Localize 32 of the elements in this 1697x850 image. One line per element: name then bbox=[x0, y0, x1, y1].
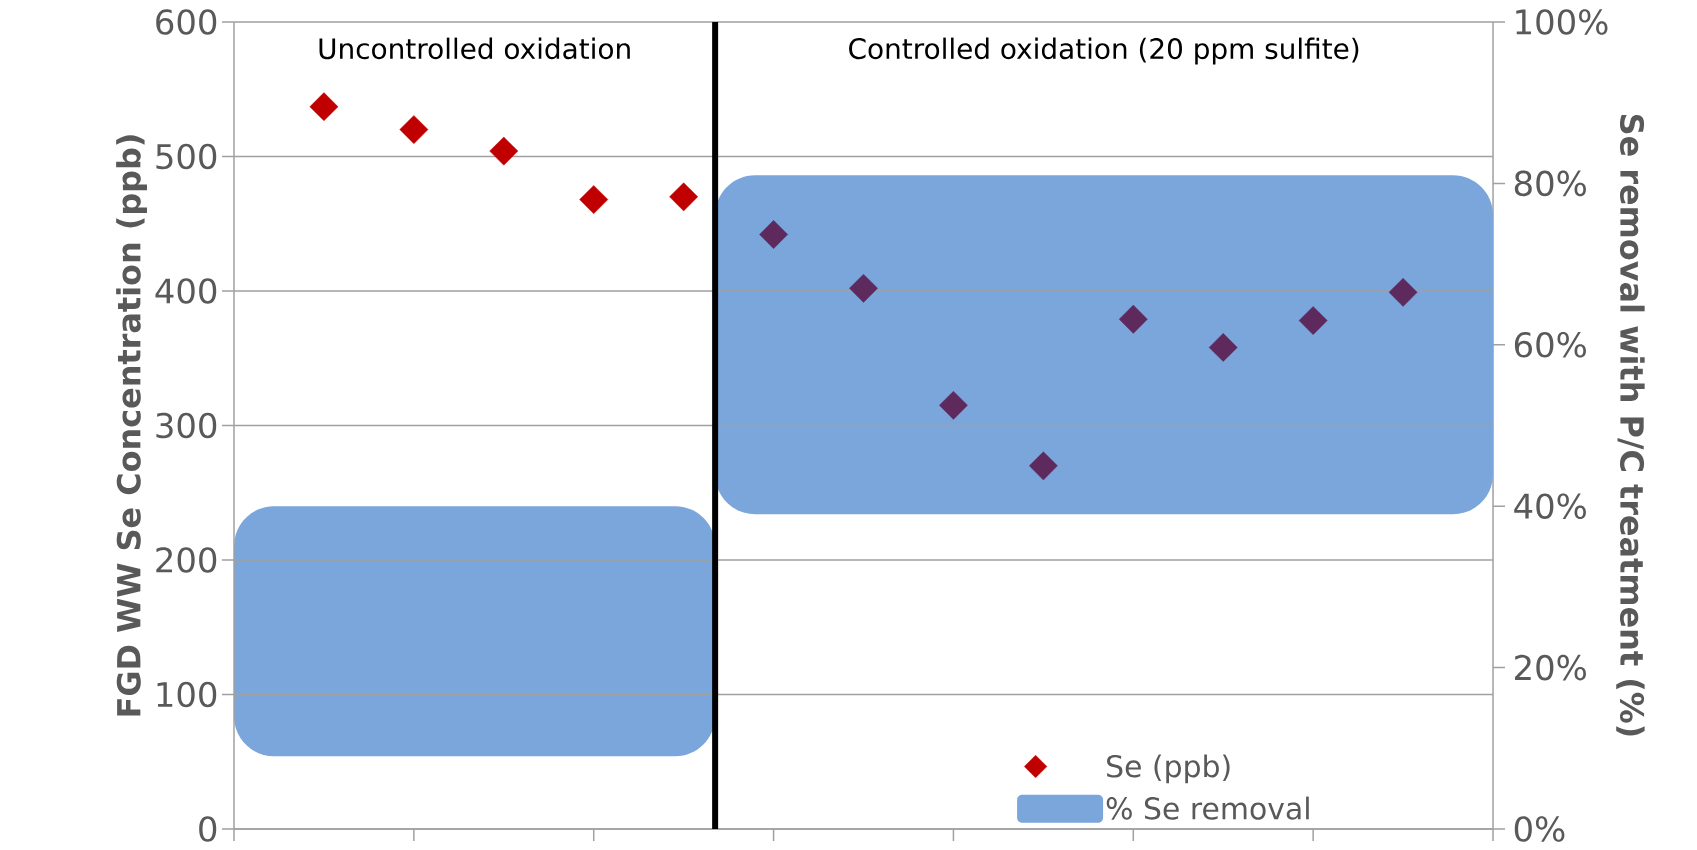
y-axis-title: FGD WW Se Concentration (ppb) bbox=[116, 135, 147, 716]
point bbox=[759, 220, 788, 249]
y2-tick-label: 0% bbox=[1514, 816, 1565, 842]
point bbox=[1118, 304, 1148, 334]
y2-tick-label: 60% bbox=[1514, 331, 1586, 358]
y-tick-label: 500 bbox=[156, 143, 217, 170]
point bbox=[579, 185, 609, 214]
legend-label: % Se removal bbox=[1106, 796, 1309, 820]
point bbox=[939, 390, 968, 420]
point bbox=[669, 182, 698, 212]
point bbox=[1029, 451, 1058, 481]
y-tick-label: 400 bbox=[155, 278, 217, 304]
annotation: Controlled oxidation (20 ppm sulfite) bbox=[849, 37, 1359, 65]
y2-tick-label: 40% bbox=[1514, 493, 1586, 520]
y-tick-label: 300 bbox=[156, 412, 217, 439]
point bbox=[1208, 333, 1238, 362]
y2-tick-label: 100% bbox=[1516, 9, 1608, 35]
y-tick-label: 0 bbox=[199, 816, 217, 842]
point bbox=[309, 92, 339, 122]
y-tick-label: 600 bbox=[156, 9, 217, 35]
point bbox=[849, 273, 878, 303]
y2-axis-title: Se removal with P/C treatment (%) bbox=[1616, 114, 1645, 736]
y2-tick-label: 20% bbox=[1515, 654, 1586, 681]
y-tick-label: 100 bbox=[157, 681, 217, 708]
annotation: Uncontrolled oxidation bbox=[319, 37, 630, 60]
y-tick-label: 200 bbox=[156, 547, 217, 573]
legend-label: Se (ppb) bbox=[1107, 754, 1230, 784]
point bbox=[1298, 306, 1328, 335]
y2-tick-label: 80% bbox=[1514, 170, 1586, 197]
point bbox=[1388, 277, 1418, 307]
point bbox=[399, 115, 429, 144]
point bbox=[489, 136, 519, 166]
